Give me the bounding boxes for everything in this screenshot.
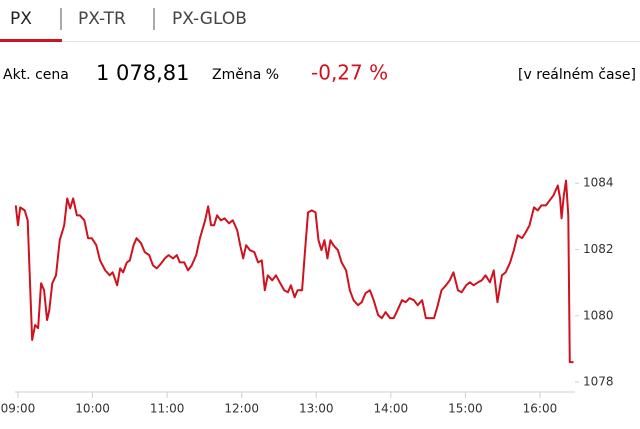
tab[interactable]: PX-TR [78,9,126,29]
x-tick-label: 09:00 [1,402,36,416]
x-tick-label: 16:00 [523,402,558,416]
x-tick-label: 15:00 [448,402,483,416]
tab[interactable]: PX-GLOB [172,9,247,29]
realtime-note: [v reálném čase] [518,67,636,83]
y-tick-label: 1084 [583,176,614,190]
y-tick-label: 1080 [583,308,614,322]
tab[interactable]: PX [10,9,32,29]
change-label: Změna % [212,67,279,83]
x-tick-label: 10:00 [75,402,110,416]
price: 1 078,81 [96,61,190,85]
x-tick-label: 13:00 [299,402,334,416]
change: -0,27 % [311,61,388,85]
y-tick-label: 1078 [583,375,614,389]
y-tick-label: 1082 [583,242,614,256]
active-tab-indicator [0,39,62,42]
price-line [14,179,574,364]
x-tick-label: 12:00 [224,402,259,416]
price-label: Akt. cena [3,67,69,83]
x-tick-label: 11:00 [150,402,185,416]
x-tick-label: 14:00 [374,402,409,416]
